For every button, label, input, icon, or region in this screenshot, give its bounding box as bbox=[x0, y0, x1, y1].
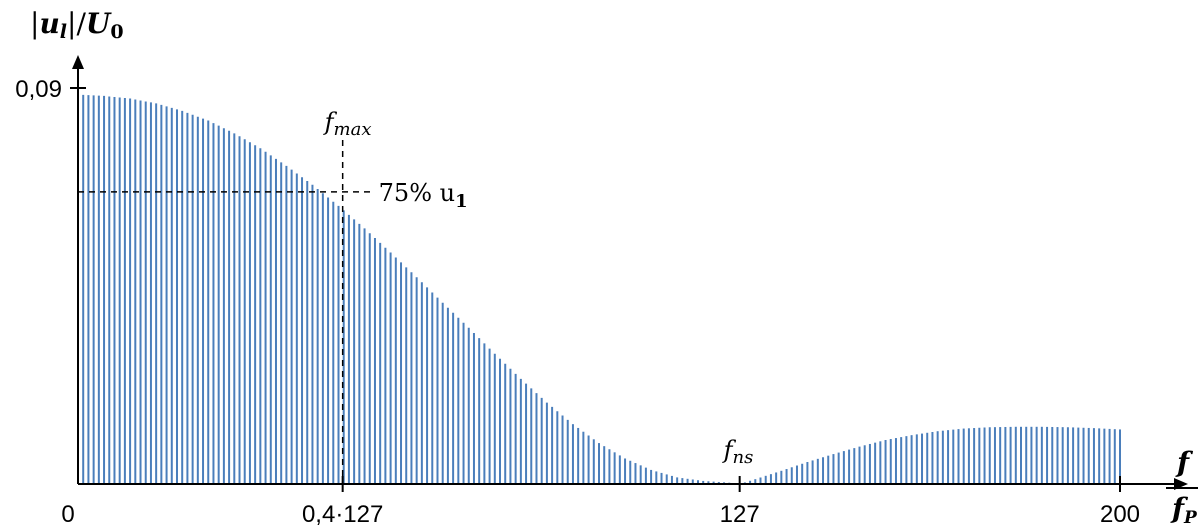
x-axis-title: f fP bbox=[1166, 446, 1198, 528]
svg-text:fP: fP bbox=[1170, 492, 1198, 528]
x-tick-label: 127 bbox=[720, 501, 760, 528]
bar-series bbox=[77, 94, 1121, 484]
y-axis-title: |ul|/U0 bbox=[30, 7, 124, 43]
x-tick-label: 200 bbox=[1100, 501, 1140, 528]
y-tick-label: 0,09 bbox=[15, 76, 62, 103]
x-ticks: 0 0,4·127 127 200 bbox=[61, 476, 1140, 528]
fns-annotation: fns bbox=[722, 436, 754, 468]
fmax-annotation: fmax bbox=[323, 108, 372, 140]
svg-text:f: f bbox=[1175, 446, 1194, 479]
x-tick-label: 0 bbox=[61, 501, 74, 528]
x-tick-label: 0,4·127 bbox=[302, 501, 383, 528]
y-axis-arrow bbox=[72, 55, 84, 69]
level-annotation: 75% u1 bbox=[379, 179, 468, 212]
